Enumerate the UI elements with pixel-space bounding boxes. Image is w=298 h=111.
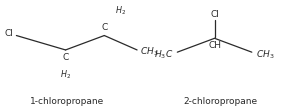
Text: 2-chloropropane: 2-chloropropane: [184, 97, 257, 106]
Text: C: C: [63, 53, 69, 62]
Text: C: C: [101, 23, 107, 32]
Text: $H_2$: $H_2$: [60, 68, 71, 81]
Text: $H_3C$: $H_3C$: [153, 49, 173, 61]
Text: $CH_3$: $CH_3$: [256, 49, 275, 61]
Text: Cl: Cl: [210, 10, 219, 19]
Text: $CH_3$: $CH_3$: [140, 46, 159, 58]
Text: $H_2$: $H_2$: [115, 5, 126, 17]
Text: 1-chloropropane: 1-chloropropane: [30, 97, 104, 106]
Text: Cl: Cl: [4, 29, 13, 38]
Text: CH: CH: [208, 41, 221, 50]
